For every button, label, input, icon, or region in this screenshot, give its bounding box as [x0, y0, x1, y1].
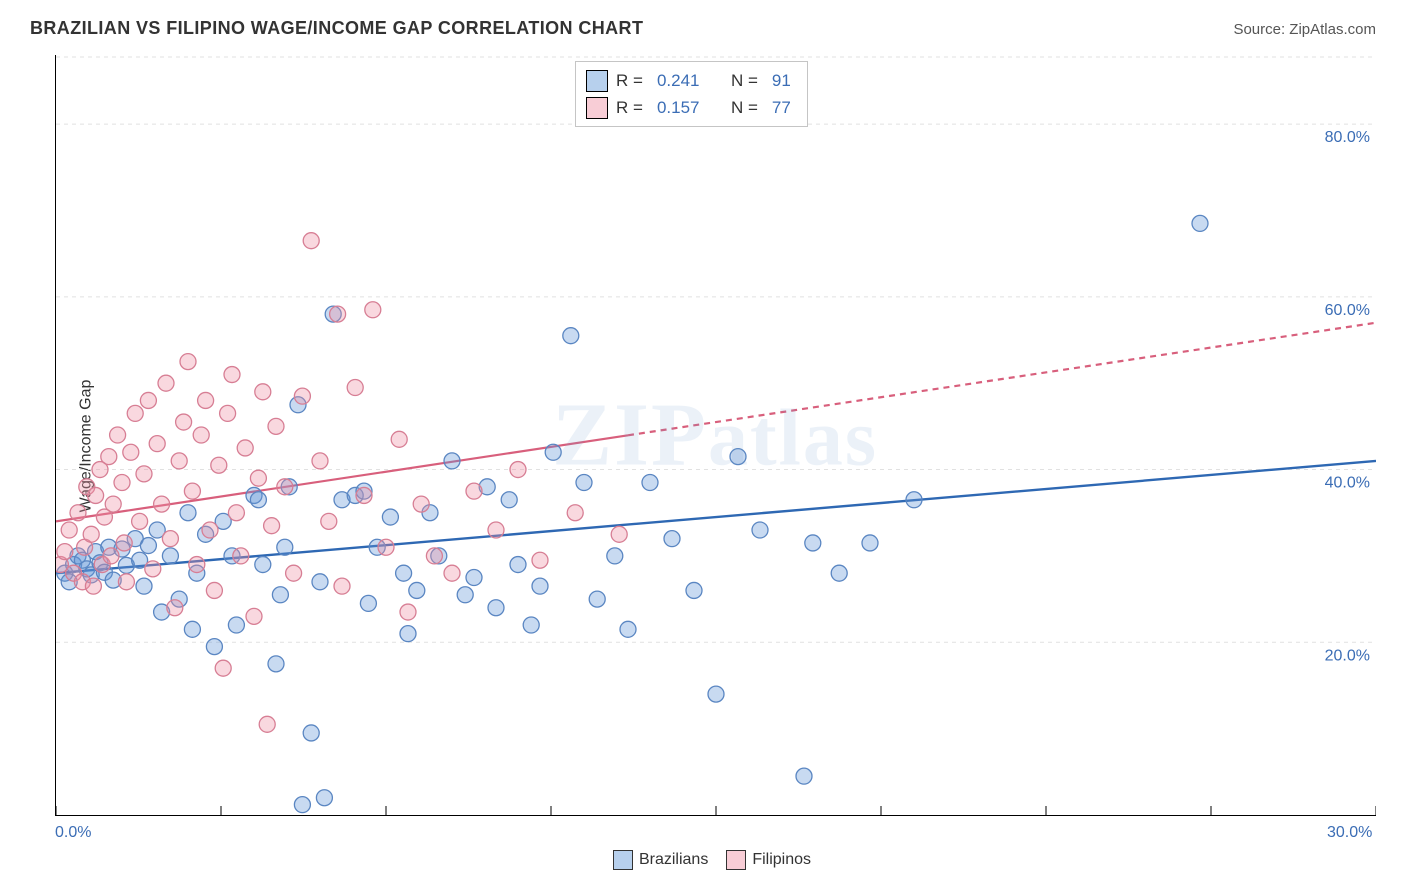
- series-legend: BraziliansFilipinos: [0, 850, 1406, 870]
- source-label: Source: ZipAtlas.com: [1233, 21, 1376, 38]
- plot-area: 20.0%40.0%60.0%80.0% ZIPatlas R =0.241 N…: [55, 55, 1375, 815]
- svg-text:20.0%: 20.0%: [1325, 647, 1370, 664]
- scatter-svg: 20.0% 40.0% 60.0% 80.0%: [55, 55, 1376, 816]
- correlation-legend: R =0.241 N =91R =0.157 N =77: [575, 61, 808, 127]
- svg-text:80.0%: 80.0%: [1325, 129, 1370, 146]
- svg-text:40.0%: 40.0%: [1325, 475, 1370, 492]
- chart-title: BRAZILIAN VS FILIPINO WAGE/INCOME GAP CO…: [30, 18, 643, 39]
- svg-text:60.0%: 60.0%: [1325, 302, 1370, 319]
